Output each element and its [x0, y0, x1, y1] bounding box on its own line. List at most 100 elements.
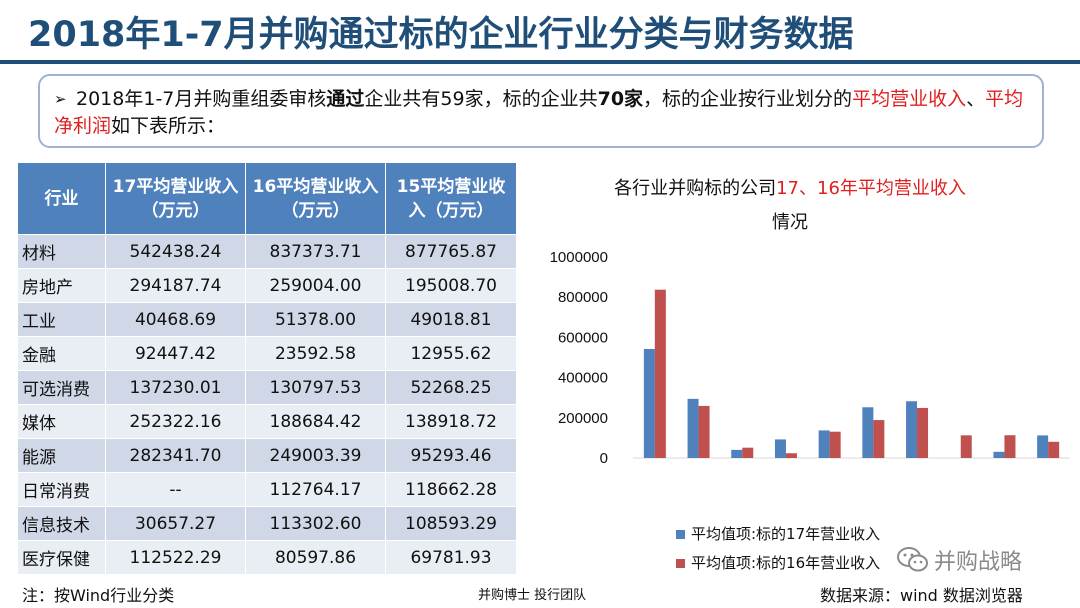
- revenue-cell: 95293.46: [385, 438, 517, 473]
- chart-legend: 平均值项:标的17年营业收入 平均值项:标的16年营业收入: [676, 520, 880, 578]
- revenue-cell: 49018.81: [385, 302, 517, 337]
- data-source: 数据来源：wind 数据浏览器: [820, 586, 1023, 605]
- industry-cell: 医疗保健: [17, 540, 106, 575]
- revenue-cell: 195008.70: [385, 268, 517, 303]
- bar-2016-2: [698, 405, 710, 458]
- legend-swatch-2016: [676, 559, 685, 568]
- industry-cell: 信息技术: [17, 506, 106, 541]
- revenue-cell: 188684.42: [245, 404, 386, 439]
- revenue-cell: 118662.28: [385, 472, 517, 507]
- header-rev-2016: 16平均营业收入（万元）: [245, 162, 386, 235]
- bar-2017-1: [643, 348, 655, 458]
- revenue-cell: 69781.93: [385, 540, 517, 575]
- bar-2017-9: [993, 451, 1005, 458]
- revenue-cell: --: [105, 472, 246, 507]
- y-tick-label: 400000: [558, 370, 608, 387]
- revenue-cell: 108593.29: [385, 506, 517, 541]
- table-row: 日常消费 -- 112764.17 118662.28: [17, 472, 517, 507]
- summary-text-profit: 平均净利润: [54, 88, 1024, 137]
- industry-cell: 媒体: [17, 404, 106, 439]
- financial-table: 行业 17平均营业收入（万元） 16平均营业收入（万元） 15平均营业收入（万元…: [17, 162, 517, 575]
- revenue-bar-chart: 1000000 800000 600000 400000 200000 0: [550, 249, 1070, 467]
- legend-label-2016: 平均值项:标的16年营业收入: [691, 554, 881, 572]
- revenue-cell: 877765.87: [385, 234, 517, 269]
- legend-swatch-2017: [676, 530, 685, 539]
- chart-title-part-3: 情况: [772, 212, 808, 233]
- summary-text-1: 2018年1-7月并购重组委审核: [76, 88, 327, 110]
- table-row: 医疗保健 112522.29 80597.86 69781.93: [17, 540, 517, 575]
- revenue-cell: 837373.71: [245, 234, 386, 269]
- table-row: 能源 282341.70 249003.39 95293.46: [17, 438, 517, 473]
- watermark-text: 并购战略: [934, 550, 1023, 575]
- table-row: 工业 40468.69 51378.00 49018.81: [17, 302, 517, 337]
- industry-cell: 工业: [17, 302, 106, 337]
- revenue-cell: 52268.25: [385, 370, 517, 405]
- bar-2016-3: [742, 447, 754, 458]
- y-tick-label: 0: [600, 450, 608, 467]
- bar-2016-1: [654, 289, 666, 458]
- table-row: 材料 542438.24 837373.71 877765.87: [17, 234, 517, 269]
- bar-2016-8: [960, 435, 972, 458]
- y-tick-label: 800000: [558, 289, 608, 306]
- slide-title: 2018年1-7月并购通过标的企业行业分类与财务数据: [28, 15, 854, 55]
- revenue-cell: 137230.01: [105, 370, 246, 405]
- summary-text-5: 如下表所示：: [111, 115, 226, 137]
- bar-2017-10: [1037, 435, 1049, 458]
- chart-title-part-2: 17、16年平均营业收入: [776, 178, 966, 199]
- industry-cell: 材料: [17, 234, 106, 269]
- revenue-cell: 30657.27: [105, 506, 246, 541]
- bar-2016-5: [829, 431, 841, 458]
- table-row: 金融 92447.42 23592.58 12955.62: [17, 336, 517, 371]
- revenue-cell: 112764.17: [245, 472, 386, 507]
- summary-callout: ➢ 2018年1-7月并购重组委审核通过企业共有59家，标的企业共70家，标的企业…: [38, 74, 1044, 148]
- bar-2017-7: [906, 401, 918, 458]
- industry-cell: 可选消费: [17, 370, 106, 405]
- revenue-cell: 259004.00: [245, 268, 386, 303]
- summary-text-count: 70家: [597, 88, 644, 110]
- y-tick-label: 200000: [558, 410, 608, 427]
- bar-2017-5: [818, 430, 830, 458]
- table-footnote: 注：按Wind行业分类: [22, 586, 175, 605]
- industry-cell: 能源: [17, 438, 106, 473]
- revenue-cell: 249003.39: [245, 438, 386, 473]
- legend-item-2016: 平均值项:标的16年营业收入: [676, 549, 880, 578]
- summary-text-3: ，标的企业按行业划分的: [643, 88, 853, 110]
- summary-text-passed: 通过: [326, 88, 365, 110]
- table-row: 媒体 252322.16 188684.42 138918.72: [17, 404, 517, 439]
- y-tick-label: 1000000: [550, 249, 608, 266]
- summary-text-4: 、: [966, 88, 986, 110]
- revenue-cell: 130797.53: [245, 370, 386, 405]
- bar-2016-6: [873, 420, 885, 458]
- chart-title: 各行业并购标的公司17、16年平均营业收入情况: [570, 172, 1010, 240]
- wechat-icon: [897, 547, 928, 572]
- revenue-cell: 92447.42: [105, 336, 246, 371]
- legend-item-2017: 平均值项:标的17年营业收入: [676, 520, 880, 549]
- summary-text-revenue: 平均营业收入: [852, 88, 967, 110]
- table-row: 可选消费 137230.01 130797.53 52268.25: [17, 370, 517, 405]
- bar-2017-6: [862, 407, 874, 458]
- bar-2016-7: [917, 407, 929, 458]
- bar-2017-3: [731, 449, 743, 458]
- chart-title-part-1: 各行业并购标的公司: [614, 178, 777, 199]
- y-tick-label: 600000: [558, 329, 608, 346]
- revenue-cell: 112522.29: [105, 540, 246, 575]
- revenue-cell: 80597.86: [245, 540, 386, 575]
- summary-text-2: 企业共有59家，标的企业共: [364, 88, 598, 110]
- revenue-cell: 51378.00: [245, 302, 386, 337]
- revenue-cell: 23592.58: [245, 336, 386, 371]
- revenue-cell: 542438.24: [105, 234, 246, 269]
- bar-2016-9: [1004, 435, 1016, 458]
- table-body: 材料 542438.24 837373.71 877765.87 房地产 294187.7…: [17, 234, 517, 575]
- revenue-cell: 294187.74: [105, 268, 246, 303]
- revenue-cell: 138918.72: [385, 404, 517, 439]
- team-credit: 并购博士 投行团队: [478, 588, 587, 603]
- revenue-cell: 12955.62: [385, 336, 517, 371]
- table-row: 信息技术 30657.27 113302.60 108593.29: [17, 506, 517, 541]
- header-rev-2015: 15平均营业收入（万元）: [385, 162, 517, 235]
- bar-2016-10: [1048, 441, 1060, 458]
- industry-cell: 房地产: [17, 268, 106, 303]
- wechat-watermark: 并购战略: [896, 540, 1076, 580]
- industry-cell: 日常消费: [17, 472, 106, 507]
- header-rev-2017: 17平均营业收入（万元）: [105, 162, 246, 235]
- bar-2017-2: [687, 398, 699, 458]
